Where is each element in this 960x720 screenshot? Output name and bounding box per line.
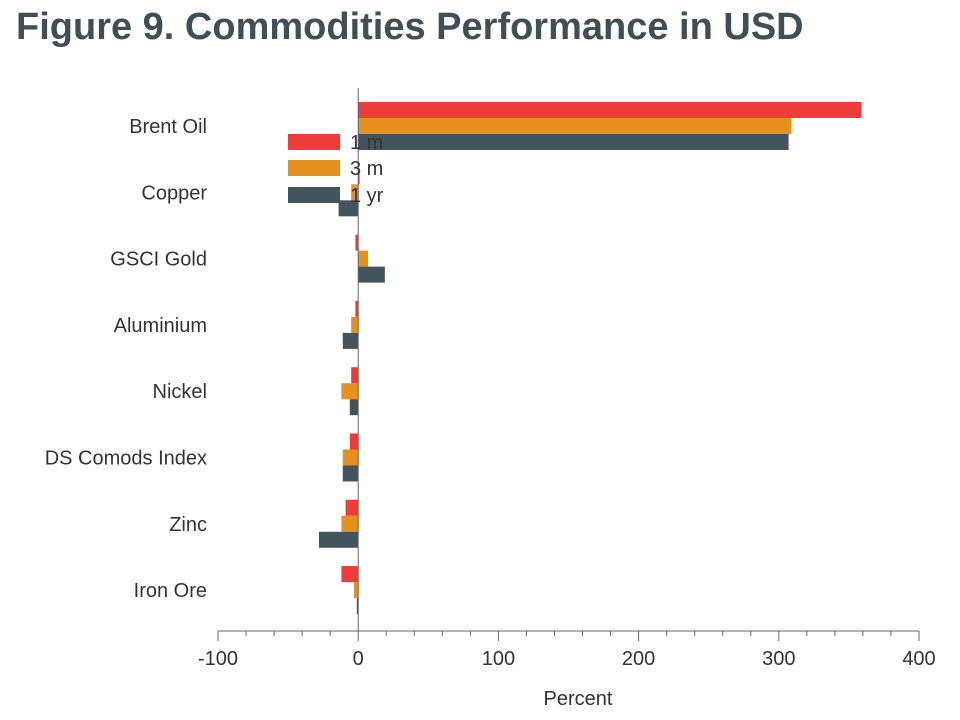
bar-1m-iron-ore — [341, 566, 359, 583]
bar-1yr-ds-comods-index — [342, 465, 359, 482]
bar-1yr-nickel — [349, 399, 359, 416]
bar-3m-nickel — [341, 383, 359, 400]
bar-1yr-iron-ore — [356, 598, 359, 615]
x-tick-label: 0 — [353, 648, 364, 670]
legend-label: 1 yr — [350, 185, 384, 207]
bar-1m-ds-comods-index — [349, 433, 359, 450]
bar-3m-ds-comods-index — [342, 449, 359, 466]
x-axis: -100 0 100 200 300 400 — [198, 630, 936, 670]
x-tick-label: -100 — [198, 648, 238, 670]
bar-1m-copper — [358, 168, 360, 185]
x-tick-label: 100 — [482, 648, 515, 670]
legend-label: 1 m — [350, 132, 383, 154]
bar-1m-brent-oil — [358, 102, 862, 118]
bar-1yr-brent-oil — [358, 134, 789, 150]
category-label: Aluminium — [114, 315, 207, 337]
bar-3m-iron-ore — [353, 582, 359, 599]
bar-1yr-copper — [338, 200, 359, 217]
x-axis-title: Percent — [544, 688, 613, 710]
x-tick-label: 400 — [902, 648, 935, 670]
category-label: Iron Ore — [134, 580, 207, 602]
chart-title: Figure 9. Commodities Performance in USD — [16, 6, 804, 48]
legend-swatch — [288, 134, 340, 150]
bar-1yr-gsci-gold — [358, 266, 385, 283]
bar-1m-gsci-gold — [355, 234, 359, 251]
category-label: Copper — [141, 182, 207, 204]
bar-1m-aluminium — [355, 300, 359, 317]
category-label: Nickel — [153, 381, 207, 403]
bar-3m-brent-oil — [358, 118, 792, 134]
legend-swatch — [288, 160, 340, 176]
bar-1yr-aluminium — [342, 332, 359, 349]
bar-3m-zinc — [341, 515, 359, 532]
x-tick-label: 200 — [622, 648, 655, 670]
bar-1m-zinc — [345, 499, 359, 516]
bars-layer — [318, 102, 862, 615]
category-label: DS Comods Index — [45, 448, 207, 470]
category-label: GSCI Gold — [110, 249, 207, 271]
legend-label: 3 m — [350, 158, 383, 180]
bar-3m-copper — [351, 184, 359, 201]
category-label: Zinc — [169, 514, 207, 536]
category-labels: Brent Oil Copper GSCI Gold Aluminium Nickel D… — [45, 116, 208, 602]
legend-swatch — [288, 187, 340, 203]
bar-1m-nickel — [351, 367, 359, 384]
bar-1yr-zinc — [318, 531, 359, 548]
bar-3m-gsci-gold — [358, 250, 369, 267]
legend: 1 m 3 m 1 yr — [288, 132, 384, 207]
bar-3m-aluminium — [351, 316, 359, 333]
category-label: Brent Oil — [129, 116, 207, 138]
x-tick-label: 300 — [762, 648, 795, 670]
